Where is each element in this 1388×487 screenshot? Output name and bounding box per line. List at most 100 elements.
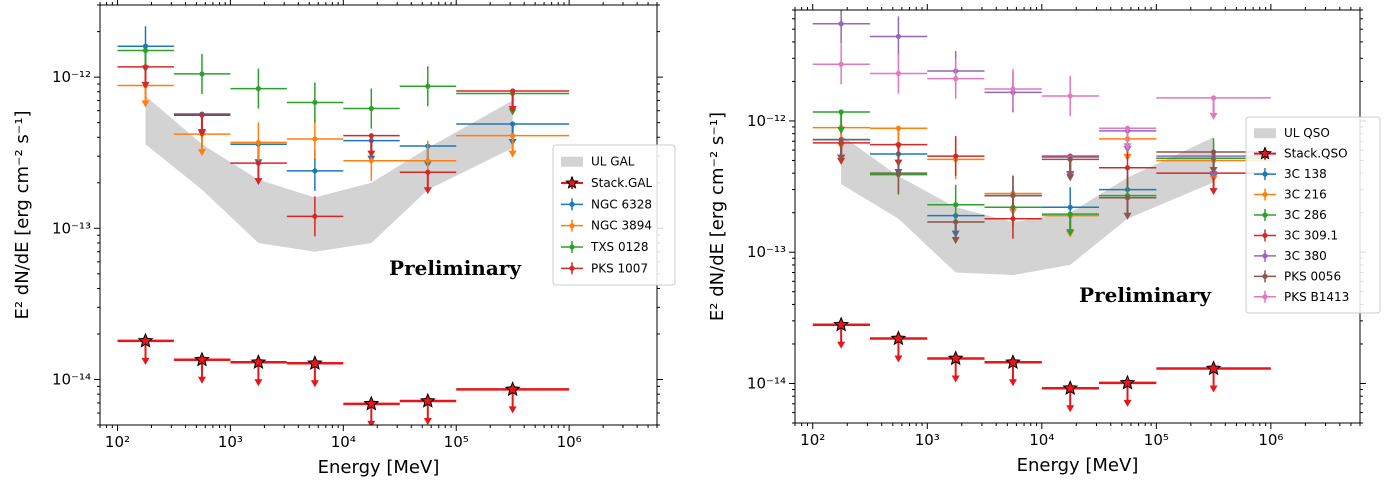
stack-point-6: [504, 381, 521, 397]
y-tick-label: 10⁻¹²: [747, 112, 786, 130]
stack-point-4: [1062, 379, 1079, 395]
data-point-3-2: [953, 153, 959, 159]
upper-limit-band: [841, 135, 1214, 275]
data-point-2-0-arrow-head: [837, 126, 846, 134]
legend-swatch-marker: [1262, 191, 1268, 198]
data-point-1-2: [255, 139, 262, 146]
data-point-5-6-arrow-head: [1209, 166, 1218, 174]
legend: UL QSO Stack.QSO 3C 138 3C 216 3C 286 3C 309.…: [1245, 116, 1381, 314]
legend-label: PKS 1007: [591, 261, 648, 275]
stack-point-4-arrow-head: [367, 420, 376, 425]
data-point-5-4-arrow-head: [1066, 174, 1075, 182]
legend-label: 3C 309.1: [1284, 228, 1338, 242]
stack-point-2: [947, 350, 964, 366]
data-point-1-4: [368, 158, 374, 164]
data-point-5-3: [1010, 192, 1016, 199]
x-axis: 10² 10³ 10⁴ 10⁵ 10⁶: [99, 0, 658, 451]
series-pks-b1413: [812, 44, 1271, 151]
stack-point-0: [137, 332, 154, 348]
data-point-4-6-arrow-head: [1209, 171, 1218, 179]
data-point-3-0-arrow-head: [141, 81, 150, 89]
data-point-0-4: [1067, 204, 1073, 210]
stack-point-3-arrow-head: [310, 380, 319, 388]
data-point-6-6-arrow-head: [1209, 112, 1218, 120]
data-point-0-6: [510, 121, 516, 127]
stack-point-1: [890, 330, 907, 346]
data-point-3-5: [425, 169, 431, 175]
y-tick-label: 10⁻¹⁴: [52, 370, 91, 388]
data-point-1-3: [312, 136, 318, 142]
data-point-5-6: [1210, 149, 1217, 155]
legend-label: 3C 380: [1284, 249, 1327, 263]
legend-swatch-marker: [569, 201, 575, 207]
data-point-5-2-arrow-head: [951, 236, 960, 244]
legend-label: TXS 0128: [590, 240, 649, 254]
upper-limit-band: [145, 96, 513, 252]
legend-label: PKS 0056: [1284, 269, 1341, 283]
stack-point-4-arrow-head: [1066, 405, 1075, 413]
y-tick-label: 10⁻¹²: [52, 68, 91, 86]
data-point-3-1-arrow-head: [197, 130, 206, 138]
data-point-2-0: [838, 109, 844, 115]
stack-point-0-arrow-head: [837, 341, 846, 349]
x-axis: 10² 10³ 10⁴ 10⁵ 10⁶: [794, 4, 1361, 449]
data-point-1-6-arrow-head: [508, 150, 517, 158]
data-point-3-6: [510, 88, 516, 94]
stack-point-4: [363, 395, 380, 411]
data-point-3-1: [199, 112, 205, 118]
x-tick-label: 10⁶: [557, 433, 582, 451]
data-point-3-5: [1124, 165, 1131, 171]
legend-box: [552, 144, 676, 286]
legend-label: PKS B1413: [1284, 290, 1349, 304]
data-point-2-1: [199, 71, 205, 77]
preliminary-annotation: Preliminary: [1079, 283, 1212, 307]
legend: UL GAL Stack.GAL NGC 6328 NGC 3894 TXS 0128 P…: [552, 144, 676, 286]
legend-label: 3C 138: [1284, 167, 1327, 181]
x-tick-label: 10⁴: [331, 433, 356, 451]
data-point-3-3: [312, 213, 318, 219]
data-point-6-1: [895, 70, 902, 77]
data-point-2-4: [1067, 211, 1073, 217]
legend-swatch-marker: [569, 244, 575, 250]
data-point-4-1: [895, 33, 902, 40]
legend-label: 3C 286: [1284, 208, 1327, 222]
x-tick-label: 10⁴: [1029, 431, 1054, 449]
data-point-3-4: [368, 133, 374, 139]
x-tick-label: 10⁶: [1258, 431, 1283, 449]
stack-point-2-arrow-head: [254, 379, 263, 387]
data-point-4-0: [838, 21, 844, 27]
data-point-6-3: [1010, 86, 1016, 92]
data-point-3-1: [895, 142, 902, 148]
legend-swatch-marker: [1262, 253, 1268, 259]
data-point-3-2-arrow-head: [254, 178, 263, 186]
data-point-2-4-arrow-head: [1066, 229, 1075, 237]
y-axis-label: E² dN/dE [erg cm⁻² s⁻¹]: [707, 112, 728, 321]
stack-point-6-arrow-head: [1209, 385, 1218, 393]
stack-point-1-arrow-head: [197, 376, 206, 384]
legend-swatch-band: [1254, 128, 1276, 139]
x-tick-label: 10³: [218, 433, 243, 451]
data-point-1-1: [895, 125, 902, 131]
stack-point-0-arrow-head: [141, 357, 150, 365]
stack-point-1-arrow-head: [894, 355, 903, 363]
x-axis-label: Energy [MeV]: [318, 457, 440, 478]
x-tick-label: 10³: [915, 431, 940, 449]
stack-point-6-arrow-head: [508, 406, 517, 414]
data-point-1-5: [425, 158, 431, 164]
data-point-3-4-arrow-head: [367, 150, 376, 158]
data-point-3-0: [142, 64, 149, 70]
data-point-3-3: [1010, 216, 1016, 222]
data-point-3-2: [255, 160, 262, 166]
x-tick-label: 10⁵: [444, 433, 469, 451]
data-point-0-3: [312, 168, 318, 174]
series-stack: [812, 316, 1271, 413]
stack-point-2-arrow-head: [951, 375, 960, 383]
data-point-0-0: [142, 43, 149, 49]
data-point-6-2: [953, 76, 959, 82]
data-point-2-4: [368, 105, 374, 112]
legend-swatch-stack: [565, 175, 579, 189]
data-point-5-0: [838, 137, 844, 143]
legend-label: NGC 3894: [591, 219, 652, 233]
legend-label-stack: Stack.QSO: [1284, 147, 1348, 161]
stack-point-5-arrow-head: [423, 418, 432, 425]
